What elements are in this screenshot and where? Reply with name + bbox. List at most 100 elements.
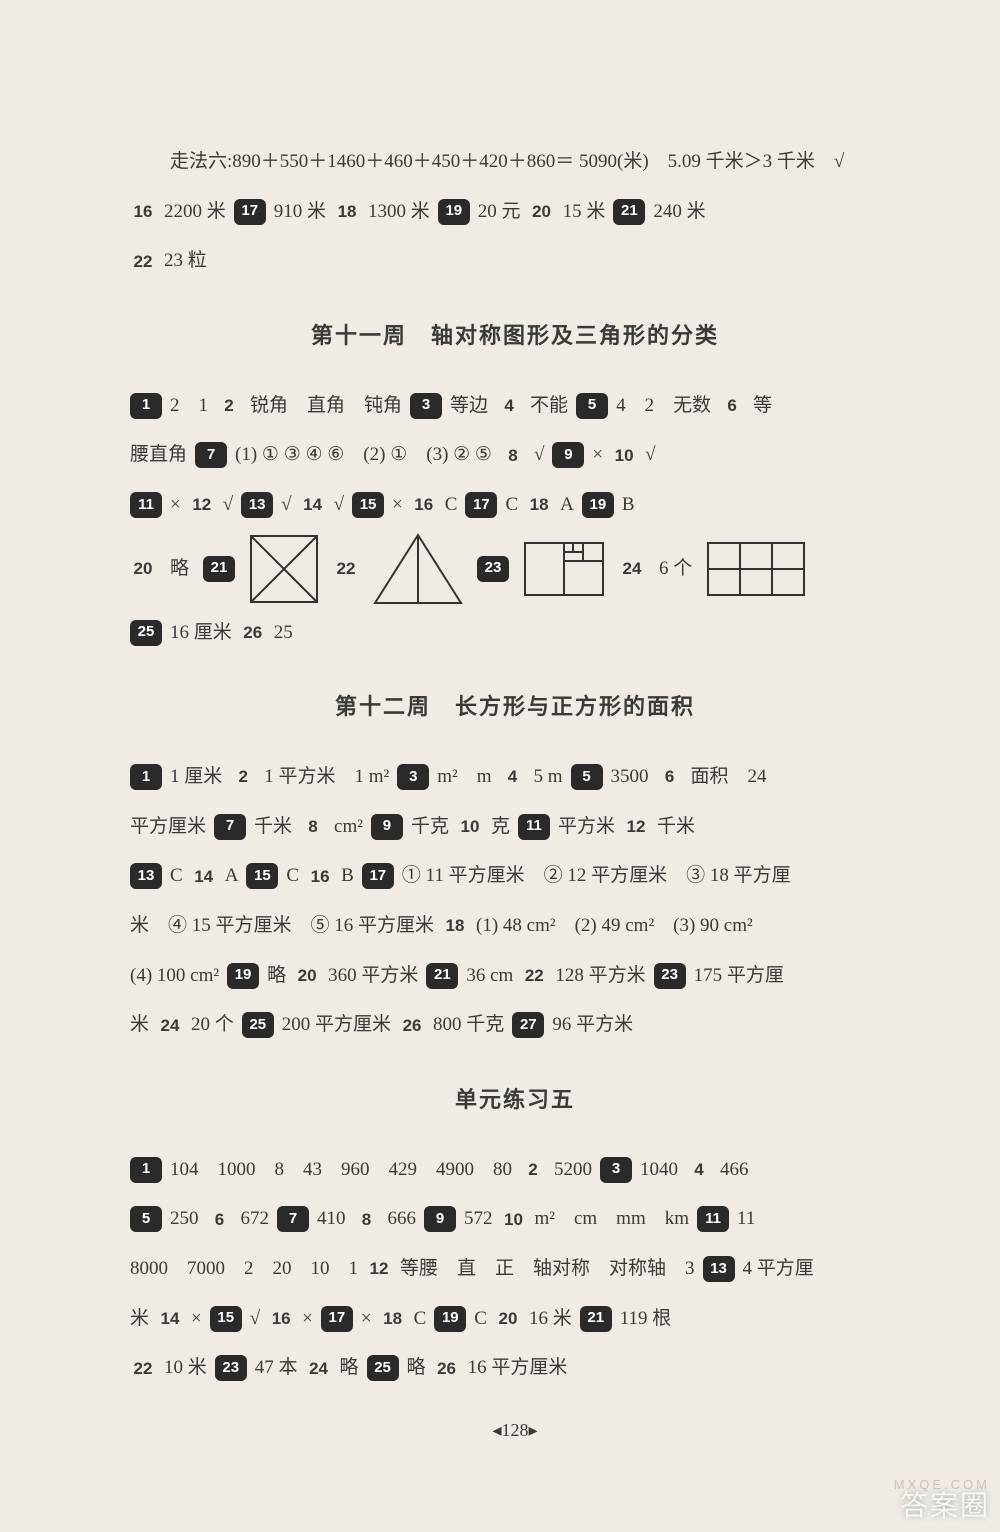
u5-l5: 2210 米2347 本24略25略2616 平方厘米 [130,1346,900,1390]
answer-number: 6 [657,764,683,790]
answer-number: 12 [623,814,649,840]
answer-text: × [592,433,603,477]
answer-text: 360 平方米 [328,954,418,998]
answer-number: 1 [130,1157,162,1183]
answer-number: 19 [438,199,470,225]
answer-text: B [341,854,354,898]
w12-l3: 13C14A15C16B17① 11 平方厘米 ② 12 平方厘米 ③ 18 平… [130,854,900,898]
answer-text: 略 [340,1346,359,1390]
answer-number: 26 [399,1012,425,1038]
answer-text: 2 1 [170,384,208,428]
answer-number: 11 [130,492,162,518]
w11-l2: 腰直角 7(1) ① ③ ④ ⑥ (2) ① (3) ② ⑤8√9×10√ [130,433,900,477]
num-21: 21 [203,556,235,582]
answer-text: 千米 [254,805,292,849]
u5-l2: 5250667274108666957210m² cm mm km1111 [130,1197,900,1241]
answer-text: 16 厘米 [170,611,232,655]
answer-number: 11 [697,1206,729,1232]
answer-text: (1) ① ③ ④ ⑥ (2) ① (3) ② ⑤ [235,433,492,477]
shape-square-x-icon [249,534,319,604]
num-22: 22 [333,556,359,582]
answer-text: √ [645,433,655,477]
answer-number: 3 [600,1157,632,1183]
answer-number: 21 [613,199,645,225]
txt-24: 6 个 [659,547,692,591]
title-unit-5: 单元练习五 [130,1075,900,1126]
answer-text: √ [281,483,291,527]
u5-l1: 1104 1000 8 43 960 429 4900 802520031040… [130,1148,900,1192]
answer-number: 16 [268,1306,294,1332]
answer-text: A [225,854,239,898]
answer-text: 800 千克 [433,1003,504,1047]
num-23: 23 [477,556,509,582]
shape-grid-a-icon [523,541,605,597]
answer-number: 10 [501,1206,527,1232]
row-22: 2223 粒 [130,239,900,283]
answer-text: C [170,854,183,898]
answer-text: √ [534,433,544,477]
answer-text: 910 米 [274,190,326,234]
answer-number: 3 [397,764,429,790]
answer-number: 27 [512,1012,544,1038]
answer-text: √ [334,483,344,527]
answer-text: C [445,483,458,527]
u5-l4-prefix: 米 [130,1297,149,1341]
w11-l5: 2516 厘米2625 [130,611,900,655]
answer-text: × [302,1297,313,1341]
answer-number: 4 [496,393,522,419]
u5-l4: 米 14×15√16×17×18C19C2016 米21119 根 [130,1297,900,1341]
num-24: 24 [619,556,645,582]
answer-text: 1300 米 [368,190,430,234]
answer-number: 16 [130,199,156,225]
answer-text: C [505,483,518,527]
answer-number: 14 [300,492,326,518]
w11-l3: 11×12√13√14√15×16C17C18A19B [130,483,900,527]
answer-number: 9 [371,814,403,840]
answer-number: 1 [130,393,162,419]
answer-text: 20 元 [478,190,521,234]
answer-number: 25 [242,1012,274,1038]
answer-number: 7 [277,1206,309,1232]
watermark-main: 答案圈 [900,1484,990,1524]
answer-text: 410 [317,1197,346,1241]
answer-text: 等边 [450,384,488,428]
answer-text: 1 厘米 [170,755,222,799]
answer-number: 24 [306,1355,332,1381]
answer-number: 22 [130,1355,156,1381]
answer-number: 15 [246,863,278,889]
answer-number: 23 [215,1355,247,1381]
answer-text: 5 m [534,755,563,799]
answer-number: 10 [611,442,637,468]
intro-text: 走法六:890＋550＋1460＋460＋450＋420＋860＝ 5090(米… [170,140,844,184]
answer-number: 10 [457,814,483,840]
answer-number: 4 [500,764,526,790]
answer-text: 千米 [657,805,695,849]
answer-number: 17 [362,863,394,889]
num-20: 20 [130,556,156,582]
answer-number: 14 [157,1306,183,1332]
answer-number: 13 [130,863,162,889]
w12-l4-prefix: 米 ④ 15 平方厘米 ⑤ 16 平方厘米 [130,904,434,948]
answer-number: 19 [434,1306,466,1332]
answer-number: 16 [411,492,437,518]
answer-text: 5200 [554,1148,592,1192]
answer-number: 5 [571,764,603,790]
answer-text: B [622,483,635,527]
answer-text: 等 [753,384,772,428]
answer-text: 15 米 [563,190,606,234]
answer-number: 2 [216,393,242,419]
w11-l2-prefix: 腰直角 [130,433,187,477]
answer-text: 466 [720,1148,749,1192]
answer-number: 25 [130,620,162,646]
w12-l6-prefix: 米 [130,1003,149,1047]
answer-number: 3 [410,393,442,419]
answer-text: × [361,1297,372,1341]
answer-number: 19 [227,963,259,989]
answer-number: 20 [495,1306,521,1332]
answer-number: 17 [234,199,266,225]
answer-text: m² m [437,755,491,799]
answer-text: 16 米 [529,1297,572,1341]
answer-number: 7 [195,442,227,468]
answer-number: 4 [686,1157,712,1183]
answer-text: 25 [274,611,293,655]
